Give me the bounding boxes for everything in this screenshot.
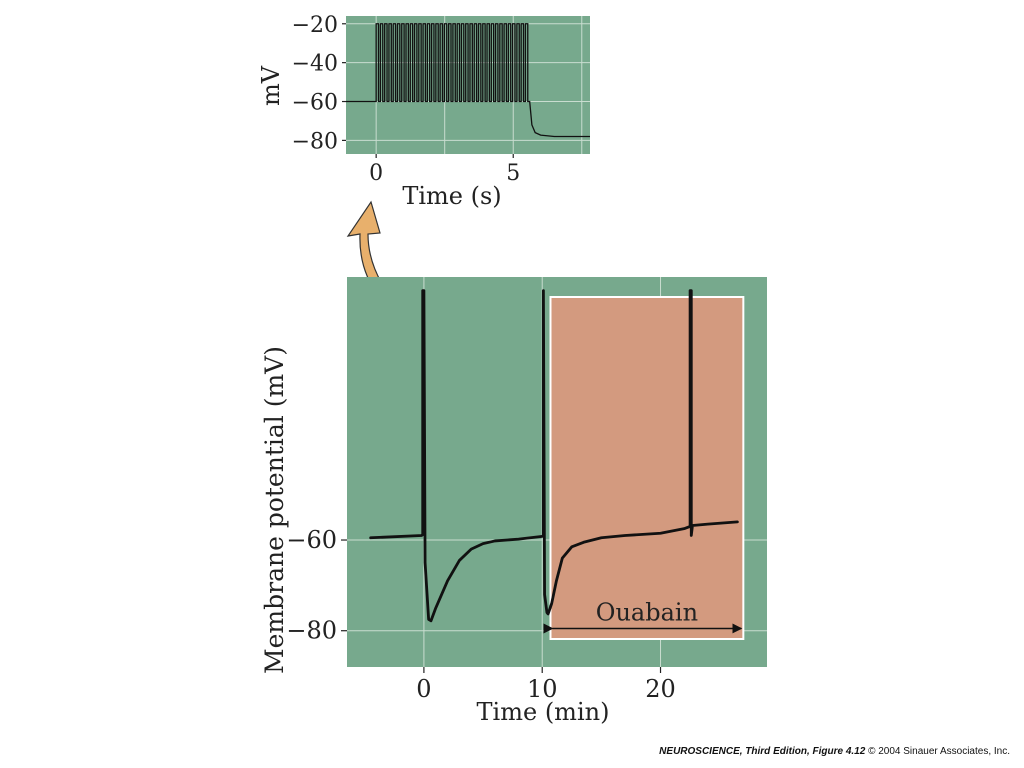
y-tick-label: −80 bbox=[286, 617, 337, 645]
credit-source: NEUROSCIENCE, Third Edition, Figure 4.12 bbox=[659, 746, 866, 757]
ouabain-region bbox=[549, 296, 745, 640]
main-x-ticks: 0 10 20 bbox=[416, 667, 676, 703]
x-tick-label: 10 bbox=[527, 675, 558, 703]
ouabain-label: Ouabain bbox=[596, 598, 698, 626]
y-tick-label: −60 bbox=[292, 91, 338, 116]
inset-x-axis-label: Time (s) bbox=[402, 182, 501, 210]
y-tick-label: −40 bbox=[292, 52, 338, 77]
x-tick-label: 0 bbox=[416, 675, 431, 703]
inset-trace bbox=[346, 23, 590, 138]
main-trace bbox=[369, 289, 739, 623]
inset-y-ticks: −20 −40 −60 −80 bbox=[292, 13, 346, 154]
main-x-axis-label: Time (min) bbox=[477, 698, 610, 726]
y-tick-label: −60 bbox=[286, 526, 337, 554]
x-tick-label: 0 bbox=[369, 161, 383, 186]
main-y-axis-label: Membrane potential (mV) bbox=[260, 346, 289, 674]
y-tick-label: −80 bbox=[292, 129, 338, 154]
x-tick-label: 20 bbox=[645, 675, 676, 703]
credit-copyright: © 2004 Sinauer Associates, Inc. bbox=[868, 746, 1010, 757]
inset-y-axis-label: mV bbox=[257, 65, 285, 106]
x-tick-label: 5 bbox=[506, 161, 520, 186]
inset-trace-line bbox=[346, 23, 590, 138]
main-trace-line bbox=[369, 289, 739, 623]
figure-credit: NEUROSCIENCE, Third Edition, Figure 4.12… bbox=[659, 746, 1010, 757]
main-chart: Ouabain −60 −80 0 10 20 Time (min) Membrane… bbox=[260, 277, 767, 726]
y-tick-label: −20 bbox=[292, 13, 338, 38]
main-y-ticks: −60 −80 bbox=[286, 526, 347, 645]
